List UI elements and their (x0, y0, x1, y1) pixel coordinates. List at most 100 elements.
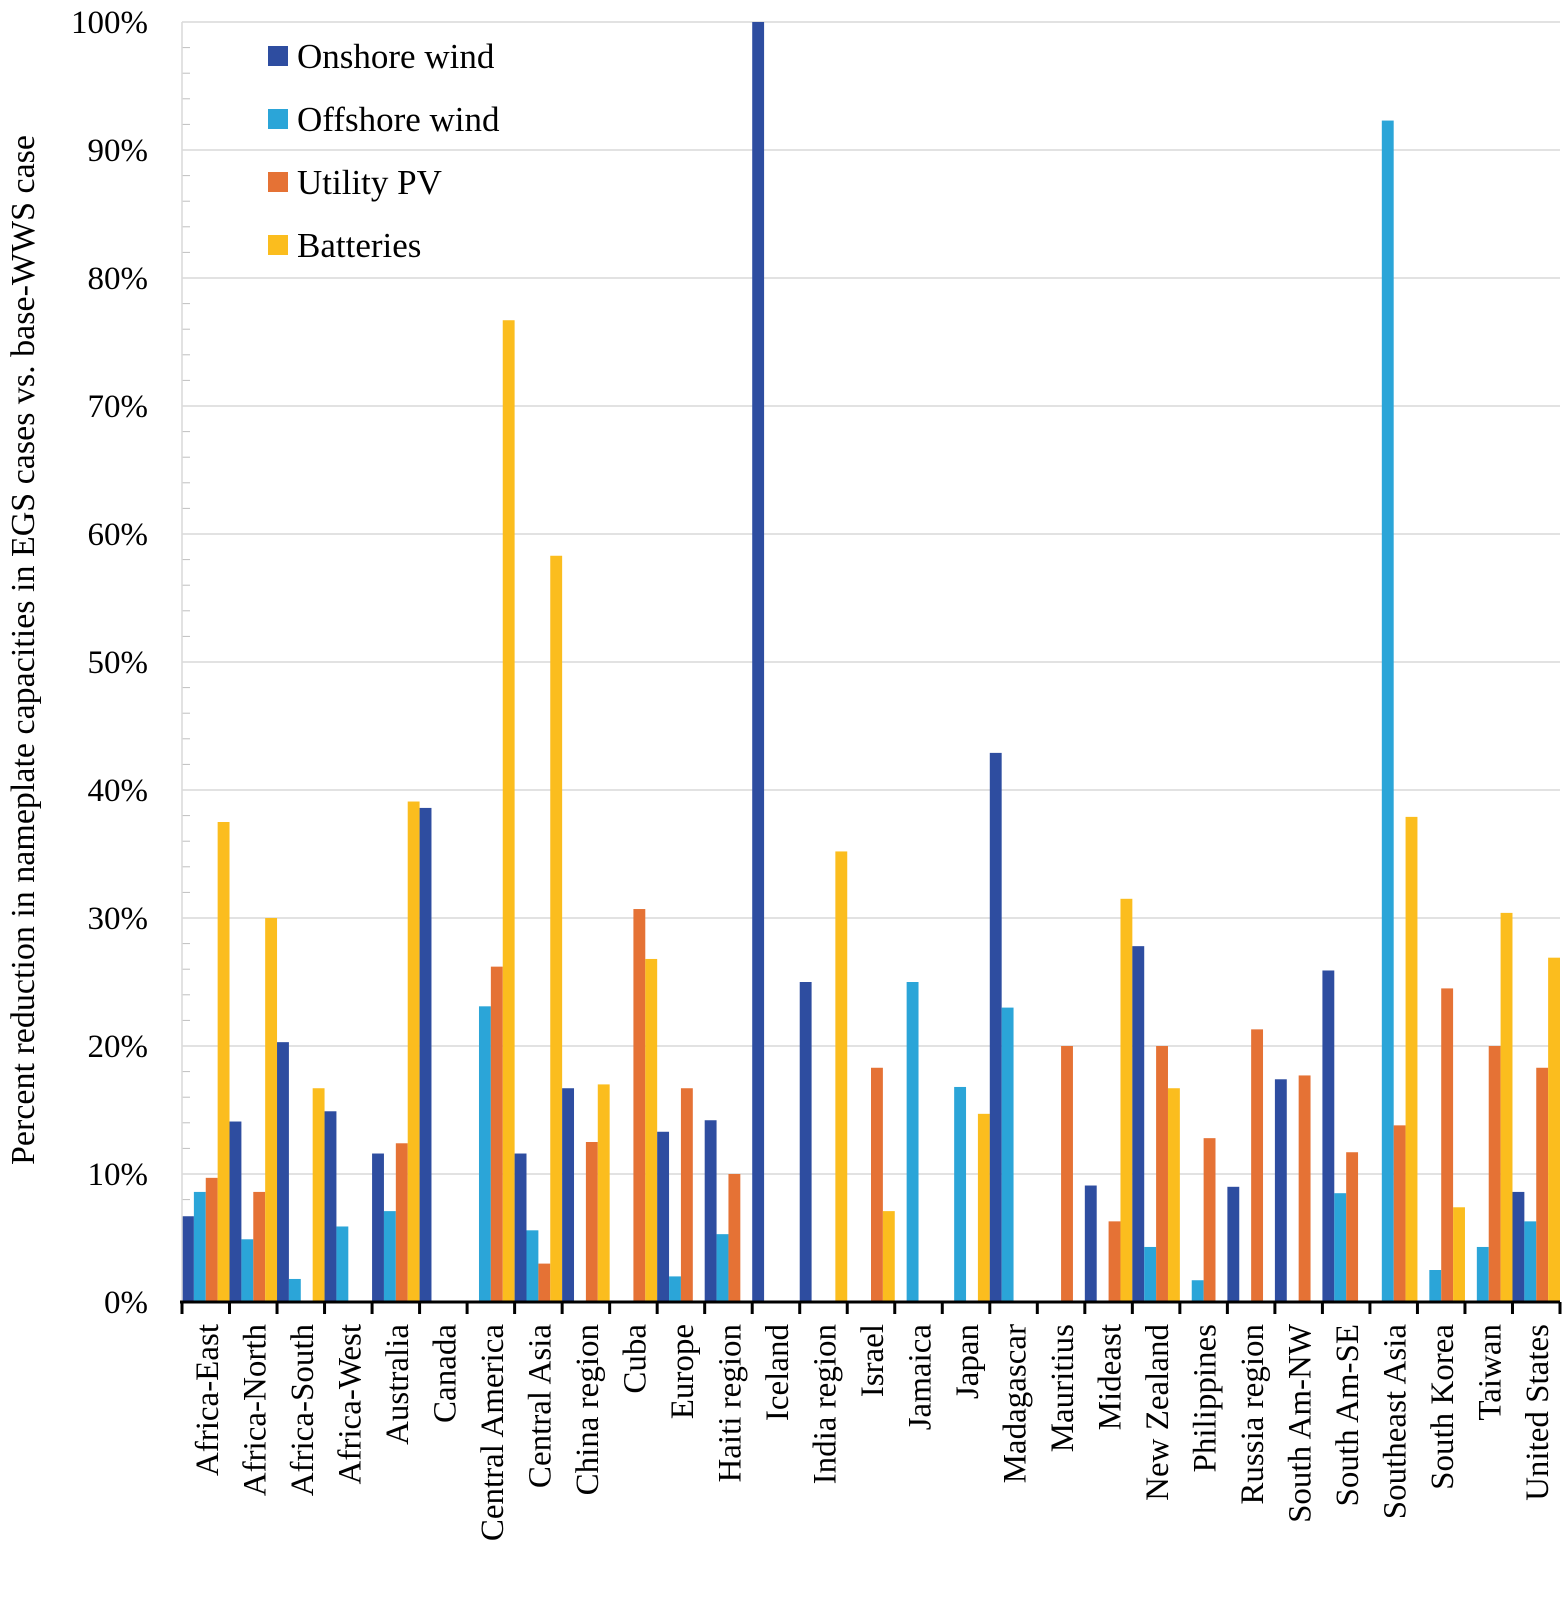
bar-offshore-wind (669, 1276, 681, 1302)
x-tick-label: India region (808, 1324, 844, 1484)
x-tick-label: China region (570, 1324, 606, 1495)
bar-utility-pv (1156, 1046, 1168, 1302)
legend-label: Offshore wind (297, 100, 500, 139)
bar-onshore-wind (704, 1120, 717, 1302)
bars (182, 22, 1560, 1302)
bar-batteries (1500, 912, 1513, 1302)
x-tick-labels: Africa-East Africa-North Africa-South Afric… (190, 1323, 1556, 1541)
bar-batteries (312, 1088, 325, 1302)
y-tick-label: 10% (88, 1157, 149, 1193)
bar-utility-pv (633, 909, 646, 1302)
bar-utility-pv (1346, 1152, 1359, 1302)
legend-swatch (268, 109, 288, 129)
y-tick-label: 0% (104, 1285, 148, 1321)
bar-offshore-wind (336, 1226, 349, 1302)
y-tick-label: 100% (71, 5, 148, 41)
bar-utility-pv (1488, 1046, 1501, 1302)
legend: Onshore wind Offshore wind Utility PV Batte… (268, 37, 500, 265)
bar-onshore-wind (277, 1042, 289, 1302)
x-tick-label: Madagascar (998, 1324, 1034, 1483)
bar-onshore-wind (1084, 1185, 1097, 1302)
x-tick-label: Africa-West (332, 1324, 368, 1484)
x-tick-label: Central America (475, 1324, 511, 1542)
x-tick-label: Japan (950, 1324, 986, 1399)
bar-offshore-wind (478, 1006, 491, 1302)
bar-batteries (502, 320, 515, 1302)
bar-utility-pv (871, 1067, 883, 1302)
bar-batteries (217, 822, 230, 1302)
bar-onshore-wind (182, 1216, 194, 1302)
x-tick-label: Mauritius (1045, 1324, 1081, 1452)
bar-utility-pv (538, 1263, 551, 1302)
bar-utility-pv (1108, 1221, 1121, 1302)
bar-onshore-wind (1512, 1191, 1525, 1302)
bar-utility-pv (253, 1191, 266, 1302)
y-tick-label: 70% (88, 389, 149, 425)
x-tick-label: South Korea (1425, 1324, 1461, 1490)
x-tick-label: Iceland (760, 1324, 796, 1422)
bar-offshore-wind (716, 1234, 729, 1302)
bar-offshore-wind (1144, 1246, 1157, 1302)
x-tick-label: Philippines (1188, 1324, 1224, 1473)
bar-utility-pv (1251, 1029, 1264, 1302)
bar-offshore-wind (954, 1086, 967, 1302)
x-tick-label: Africa-North (237, 1324, 273, 1497)
bar-offshore-wind (1334, 1193, 1347, 1302)
bar-utility-pv (1203, 1138, 1216, 1302)
y-tick-label: 50% (88, 645, 149, 681)
bar-batteries (1548, 957, 1560, 1302)
x-tick-label: United States (1520, 1324, 1556, 1501)
bar-onshore-wind (324, 1111, 337, 1302)
bar-onshore-wind (752, 22, 765, 1302)
x-tick-label: Mideast (1093, 1324, 1129, 1430)
bar-offshore-wind (1524, 1221, 1537, 1302)
bar-onshore-wind (657, 1131, 670, 1302)
legend-swatch (268, 46, 288, 66)
bar-onshore-wind (562, 1088, 575, 1302)
bar-batteries (550, 555, 563, 1302)
legend-label: Onshore wind (297, 37, 495, 76)
bar-utility-pv (680, 1088, 693, 1302)
bar-utility-pv (205, 1177, 218, 1302)
bar-offshore-wind (241, 1239, 254, 1302)
bar-batteries (1405, 816, 1418, 1302)
x-tick-label: Southeast Asia (1378, 1324, 1414, 1520)
bar-offshore-wind (288, 1278, 301, 1302)
bar-onshore-wind (372, 1153, 384, 1302)
x-tick-label: Cuba (617, 1324, 653, 1394)
bar-onshore-wind (229, 1121, 242, 1302)
x-tick-label: South Am-SE (1330, 1324, 1366, 1506)
bar-batteries (1120, 898, 1133, 1302)
legend-swatch (268, 172, 288, 192)
bar-onshore-wind (419, 807, 432, 1302)
x-tick-label: Israel (855, 1324, 891, 1397)
x-tick-label: Taiwan (1473, 1324, 1509, 1421)
bar-onshore-wind (1274, 1079, 1287, 1302)
bar-offshore-wind (1001, 1007, 1014, 1302)
bar-onshore-wind (989, 752, 1002, 1302)
bar-utility-pv (728, 1174, 741, 1302)
y-tick-label: 80% (88, 261, 149, 297)
x-tick-label: Africa-South (285, 1324, 321, 1497)
x-tick-label: Russia region (1235, 1324, 1271, 1505)
bar-batteries (1167, 1088, 1180, 1302)
bar-offshore-wind (1381, 120, 1394, 1302)
legend-label: Utility PV (297, 163, 442, 202)
x-tick-label: South Am-NW (1283, 1323, 1319, 1523)
bar-batteries (407, 801, 420, 1302)
bar-utility-pv (1536, 1067, 1549, 1302)
bar-utility-pv (1441, 988, 1454, 1302)
bar-onshore-wind (514, 1153, 527, 1302)
y-tick-labels: 0% 10% 20% 30% 40% 50% 60% 70% 80% 90% 100% (71, 5, 148, 1321)
bar-offshore-wind (1429, 1270, 1442, 1302)
bar-batteries (1453, 1207, 1465, 1302)
y-tick-label: 90% (88, 133, 149, 169)
bar-batteries (265, 918, 278, 1302)
bar-utility-pv (1298, 1075, 1311, 1302)
bar-offshore-wind (383, 1211, 396, 1302)
bar-batteries (882, 1211, 895, 1302)
legend-label: Batteries (297, 226, 421, 265)
bar-batteries (597, 1084, 610, 1302)
